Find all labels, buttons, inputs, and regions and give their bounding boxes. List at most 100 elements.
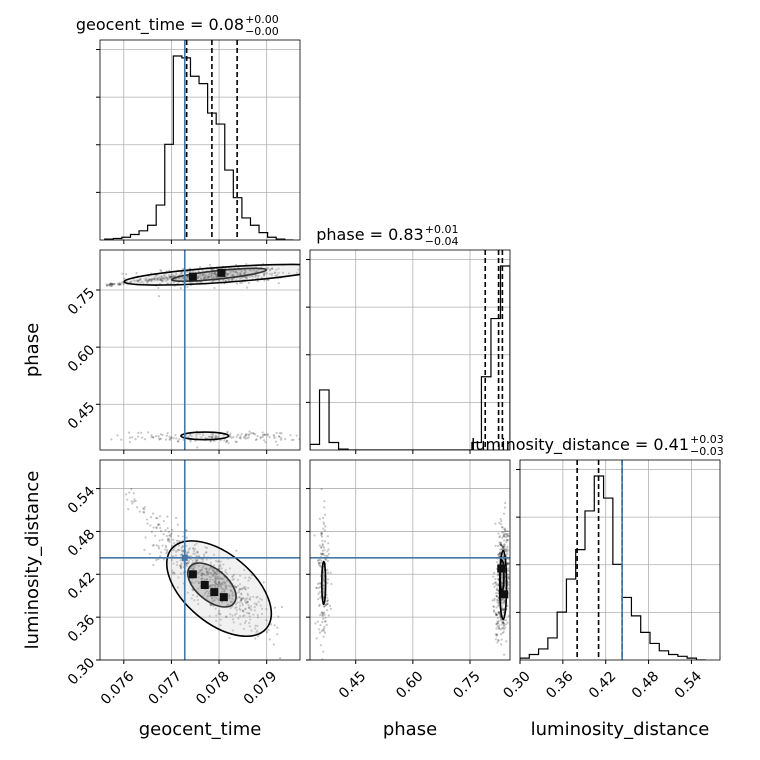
sample-point — [213, 575, 216, 578]
sample-point — [144, 279, 147, 282]
sample-point — [226, 273, 230, 276]
sample-point — [152, 543, 155, 547]
sample-point — [494, 638, 498, 641]
sample-point — [322, 614, 325, 617]
sample-point — [261, 431, 264, 434]
sample-point — [108, 284, 111, 287]
sample-point — [277, 435, 281, 438]
sample-point — [209, 440, 212, 443]
sample-point — [160, 275, 163, 278]
sample-point — [502, 622, 505, 625]
sample-point — [221, 583, 225, 586]
sample-point — [500, 531, 504, 534]
sample-point — [214, 577, 217, 580]
title-value: geocent_time = 0.08 — [76, 15, 244, 35]
sample-point — [213, 570, 216, 573]
sample-point — [246, 600, 249, 603]
sample-point — [214, 607, 217, 610]
sample-point — [305, 432, 307, 434]
sample-point — [192, 567, 195, 571]
sample-point — [239, 574, 242, 577]
sample-point — [145, 518, 149, 521]
sample-point — [205, 558, 208, 561]
sample-point — [319, 565, 322, 568]
sample-point — [196, 598, 199, 602]
sample-point — [170, 532, 173, 535]
contour-level — [165, 540, 273, 638]
sample-point — [506, 552, 509, 555]
sample-point — [169, 275, 172, 279]
sample-point — [171, 571, 174, 574]
sample-point — [321, 549, 324, 552]
sample-point — [240, 597, 243, 600]
sample-point — [175, 272, 178, 275]
sample-point — [164, 279, 167, 282]
sample-point — [186, 270, 189, 273]
sample-point — [320, 614, 324, 617]
sample-point — [272, 434, 275, 437]
sample-point — [169, 276, 172, 279]
sample-point — [216, 583, 219, 586]
sample-point — [214, 575, 218, 579]
sample-point — [230, 590, 234, 593]
sample-point — [213, 571, 216, 574]
sample-point — [159, 555, 162, 558]
sample-point — [169, 282, 173, 285]
sample-point — [180, 553, 183, 556]
sample-point — [137, 279, 141, 282]
sample-point — [179, 559, 182, 562]
sample-point — [209, 603, 212, 606]
sample-point — [228, 636, 231, 639]
sample-point — [205, 551, 208, 554]
sample-point — [234, 602, 238, 606]
sample-point — [252, 275, 255, 278]
sample-point — [216, 583, 219, 586]
sample-point — [143, 506, 146, 509]
sample-point — [199, 571, 202, 574]
sample-point — [318, 558, 322, 561]
sample-point — [172, 437, 175, 440]
sample-point — [211, 435, 214, 439]
sample-point — [179, 572, 183, 575]
sample-point — [498, 521, 501, 525]
sample-point — [501, 627, 504, 630]
sample-point — [130, 500, 133, 503]
sample-point — [158, 539, 161, 542]
sample-point — [113, 282, 116, 285]
sample-point — [196, 274, 200, 277]
sample-point — [172, 562, 175, 565]
sample-point — [256, 274, 259, 277]
sample-point — [119, 283, 122, 286]
sample-point — [218, 576, 221, 579]
sample-point — [191, 588, 194, 591]
sample-point — [196, 276, 199, 279]
sample-point — [213, 564, 216, 567]
sample-point — [502, 533, 505, 536]
sample-point — [262, 274, 266, 277]
sample-point — [313, 277, 315, 279]
sample-point — [158, 515, 162, 518]
sample-point — [323, 500, 326, 503]
sample-point — [317, 597, 320, 601]
sample-point — [506, 562, 509, 565]
sample-point — [149, 524, 152, 527]
sample-point — [502, 558, 505, 561]
sample-point — [323, 584, 326, 587]
sample-point — [145, 279, 148, 282]
sample-point — [156, 517, 159, 520]
sample-point — [192, 565, 195, 568]
sample-point — [216, 577, 219, 581]
sample-point — [120, 281, 124, 284]
sample-point — [199, 569, 202, 572]
sample-point — [165, 552, 168, 555]
sample-point — [110, 282, 113, 286]
sample-point — [322, 574, 325, 577]
sample-point — [116, 282, 119, 285]
x-tick-label-luminosity_distance: 0.54 — [672, 668, 705, 701]
sample-point — [232, 621, 235, 624]
density-cell — [210, 588, 219, 597]
sample-point — [272, 643, 275, 646]
sample-point — [232, 436, 235, 439]
sample-point — [199, 265, 202, 269]
x-tick-label-phase: 0.60 — [393, 668, 426, 701]
